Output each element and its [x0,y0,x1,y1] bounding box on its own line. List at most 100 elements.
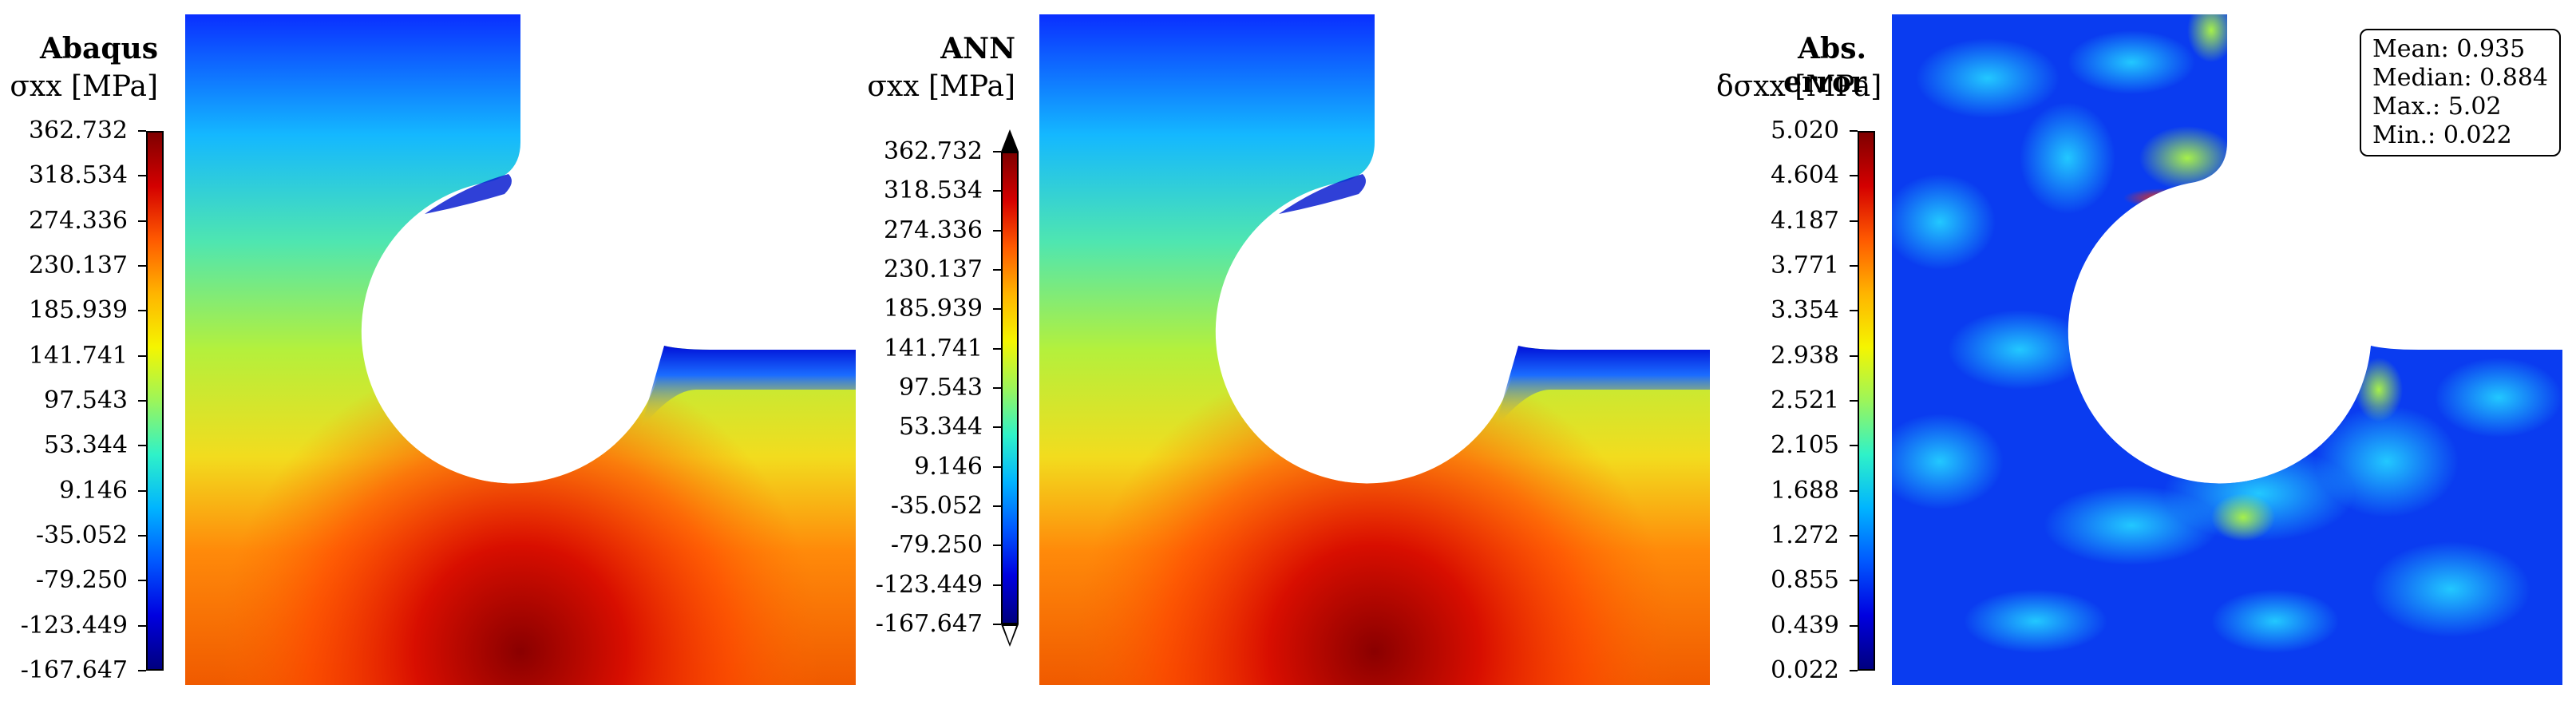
panel-title: Abaqus [39,32,158,65]
colorbar-tick-label: 185.939 [28,296,128,325]
colorbar-tick-mark [138,220,146,222]
colorbar-tick-label: 97.543 [899,374,983,402]
colorbar-tick-label: 1.688 [1771,476,1839,505]
colorbar-tick-mark [138,310,146,312]
colorbar-tick-label: 3.771 [1771,251,1839,279]
stress-field-plot [185,14,856,685]
colorbar-tick-label: -167.647 [875,610,983,638]
panel-quantity-label: δσxx [MPa] [1716,70,1882,103]
panel-quantity-label: σxx [MPa] [867,70,1015,103]
colorbar-tick-label: 318.534 [883,176,983,205]
colorbar-tick-mark [138,175,146,177]
colorbar-tick-label: 4.187 [1771,206,1839,235]
colorbar-tick-mark [1850,175,1858,177]
colorbar-tick-label: 318.534 [28,161,128,190]
stat-median: Median: 0.884 [2372,64,2549,92]
colorbar-tick-mark [993,624,1001,625]
colorbar-tick-mark [1850,400,1858,402]
colorbar-min-arrow-fill [1003,626,1016,644]
colorbar-tick-label: -123.449 [20,611,128,640]
colorbar-tick-mark [993,151,1001,152]
colorbar-tick-mark [993,387,1001,389]
colorbar-tick-mark [1850,580,1858,582]
colorbar-tick-mark [138,670,146,671]
colorbar-tick-mark [993,505,1001,507]
colorbar-tick-mark [1850,220,1858,222]
colorbar-tick-mark [993,190,1001,192]
colorbar-tick-mark [1850,130,1858,132]
colorbar-tick-label: 3.354 [1771,296,1839,325]
colorbar [146,131,164,671]
colorbar-tick-mark [138,354,146,357]
stat-min: Min.: 0.022 [2372,121,2512,149]
panel-abs-error: Abs. error δσxx [MPa] 5.020 4.604 4.187 3.7… [1716,0,2576,701]
colorbar-tick-mark [138,130,146,132]
stress-field-plot [1039,14,1710,685]
colorbar-tick-label: 53.344 [44,431,128,460]
colorbar-tick-mark [993,545,1001,547]
colorbar-tick-mark [993,269,1001,271]
colorbar-tick-label: 1.272 [1771,521,1839,549]
colorbar-tick-label: 5.020 [1771,117,1839,145]
colorbar-tick-label: 362.732 [883,137,983,165]
colorbar-tick-mark [993,584,1001,586]
panel-title: ANN [940,32,1015,65]
colorbar-tick-mark [1850,670,1858,671]
colorbar-tick-mark [138,535,146,537]
colorbar-tick-mark [138,580,146,582]
colorbar-tick-label: -35.052 [35,521,128,549]
colorbar-tick-mark [993,347,1001,350]
colorbar-tick-label: 9.146 [914,452,983,481]
panel-quantity-label: σxx [MPa] [10,70,158,103]
colorbar-tick-mark [993,308,1001,311]
colorbar-tick-label: -35.052 [890,492,983,520]
colorbar-tick-label: -79.250 [35,566,128,595]
panel-abaqus: Abaqus σxx [MPa] 362.732 318.534 274.336 23… [0,0,862,701]
colorbar-tick-mark [993,229,1001,232]
colorbar-tick-label: 230.137 [28,251,128,279]
panel-title: Abs. error [1783,32,1866,99]
colorbar-tick-label: 274.336 [883,216,983,244]
panel-ann: ANN σxx [MPa] 362.732 318.534 274.336 230.1… [858,0,1720,701]
colorbar-tick-label: 4.604 [1771,161,1839,190]
colorbar-tick-mark [1850,624,1858,627]
colorbar-tick-mark [993,465,1001,468]
error-field-plot [1892,14,2562,685]
colorbar-tick-label: 53.344 [899,413,983,442]
colorbar-tick-label: 0.855 [1771,566,1839,595]
colorbar-max-arrow [1001,129,1019,152]
stat-max: Max.: 5.02 [2372,93,2502,121]
colorbar-tick-mark [1850,354,1858,357]
colorbar-tick-label: 97.543 [44,386,128,414]
colorbar-tick-label: 2.938 [1771,341,1839,370]
colorbar-tick-mark [138,489,146,492]
colorbar-tick-label: 230.137 [883,255,983,283]
colorbar-tick-mark [138,265,146,267]
colorbar-tick-mark [1850,535,1858,537]
colorbar-tick-mark [138,624,146,627]
colorbar-tick-label: 0.022 [1771,656,1839,684]
colorbar-tick-mark [138,400,146,402]
colorbar-tick-mark [138,445,146,447]
stat-mean: Mean: 0.935 [2372,35,2526,63]
colorbar-tick-label: 141.741 [28,341,128,370]
colorbar-tick-mark [1850,489,1858,492]
colorbar-tick-mark [993,426,1001,429]
colorbar-tick-label: -79.250 [890,531,983,560]
colorbar [1858,131,1875,671]
colorbar-tick-mark [1850,265,1858,267]
colorbar-tick-label: 0.439 [1771,611,1839,640]
colorbar-tick-label: 141.741 [883,334,983,362]
colorbar-tick-label: 274.336 [28,206,128,235]
colorbar-tick-mark [1850,310,1858,312]
colorbar-tick-label: -167.647 [20,656,128,684]
colorbar [1001,152,1019,624]
colorbar-tick-label: 9.146 [59,476,128,505]
error-statistics-box: Mean: 0.935 Median: 0.884 Max.: 5.02 Min… [2360,29,2562,156]
colorbar-tick-label: -123.449 [875,570,983,599]
colorbar-tick-mark [1850,445,1858,447]
colorbar-tick-label: 2.521 [1771,386,1839,414]
colorbar-tick-label: 185.939 [883,295,983,323]
colorbar-tick-label: 362.732 [28,117,128,145]
colorbar-tick-label: 2.105 [1771,431,1839,460]
